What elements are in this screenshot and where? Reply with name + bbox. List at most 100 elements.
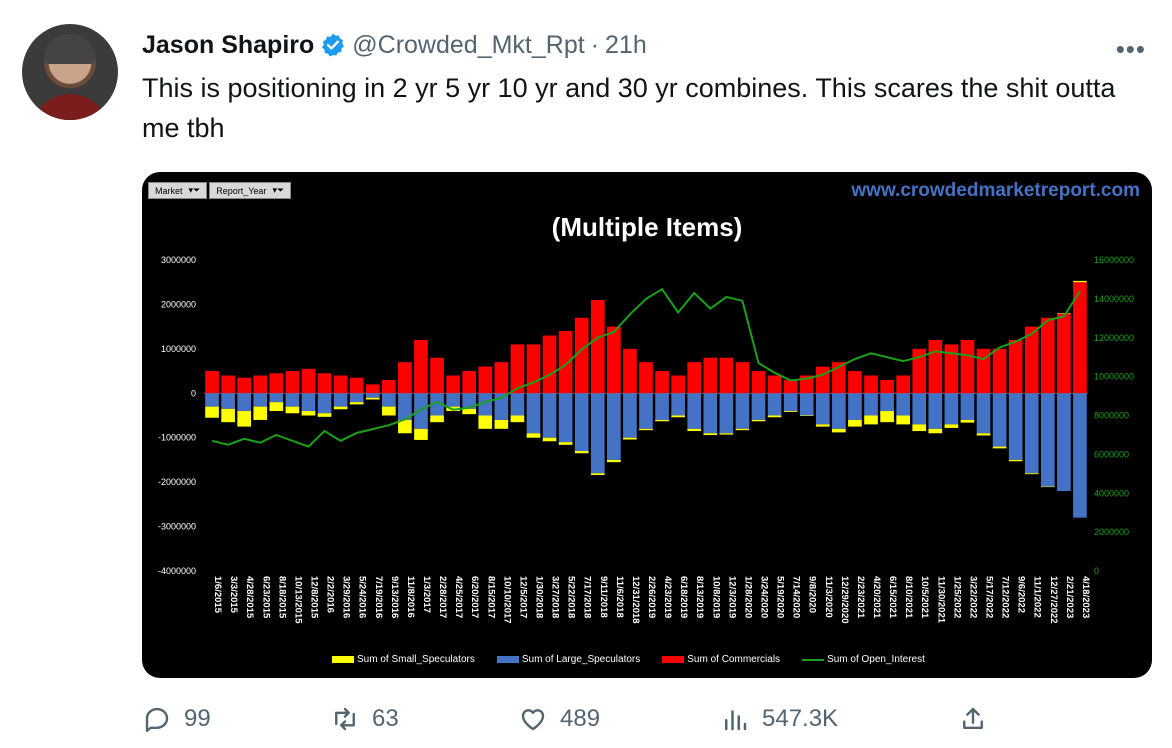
bar-sum-of-commercials	[237, 377, 252, 394]
tweet-media-chart[interactable]: 3000000 2000000 1000000 0 -1000000 -2000000 -3…	[142, 172, 1152, 678]
tweet-timestamp[interactable]: 21h	[605, 30, 647, 59]
views-button[interactable]: 547.3K	[720, 704, 838, 734]
bar-sum-of-small-speculators	[607, 459, 621, 463]
x-axis-tick-label: 3/27/2018	[550, 576, 561, 618]
bar-sum-of-large-speculators	[285, 393, 300, 407]
bar-sum-of-commercials	[912, 348, 927, 394]
bar-sum-of-commercials	[414, 339, 428, 394]
bar-sum-of-commercials	[1057, 313, 1071, 394]
share-icon	[963, 707, 983, 729]
bar-sum-of-commercials	[510, 344, 525, 394]
bar-sum-of-small-speculators	[237, 411, 252, 427]
bar-sum-of-large-speculators	[864, 393, 878, 416]
bar-sum-of-large-speculators	[1073, 393, 1087, 518]
bar-sum-of-small-speculators	[799, 415, 814, 416]
right-axis-tick-label: 8000000	[1094, 411, 1129, 421]
bar-sum-of-small-speculators	[976, 433, 991, 436]
bar-sum-of-commercials	[542, 335, 557, 394]
bar-sum-of-large-speculators	[590, 393, 605, 474]
bar-sum-of-commercials	[317, 373, 332, 394]
bar-sum-of-small-speculators	[558, 442, 573, 445]
bar-sum-of-commercials	[960, 339, 975, 394]
filter-market: Market ▾⏷	[148, 182, 208, 199]
bar-sum-of-large-speculators	[671, 393, 685, 416]
bar-sum-of-small-speculators	[832, 428, 846, 433]
bar-sum-of-small-speculators	[960, 419, 975, 423]
bar-sum-of-large-speculators	[687, 393, 702, 429]
bar-sum-of-large-speculators	[735, 393, 750, 429]
verified-badge-icon	[322, 33, 345, 57]
x-axis-tick-label: 7/19/2016	[373, 576, 384, 618]
reply-button[interactable]: 99	[142, 704, 211, 734]
like-count: 489	[560, 705, 601, 732]
share-button[interactable]	[958, 704, 988, 734]
like-button[interactable]: 489	[518, 704, 600, 734]
separator-dot: ·	[590, 30, 600, 59]
bar-sum-of-small-speculators	[687, 428, 702, 432]
x-axis-tick-label: 10/5/2021	[919, 576, 930, 619]
bar-sum-of-commercials	[253, 375, 268, 394]
legend-label: Sum of Small_Speculators	[357, 654, 475, 665]
x-axis-tick-label: 6/18/2019	[678, 576, 689, 618]
bar-sum-of-small-speculators	[414, 428, 428, 440]
bar-sum-of-small-speculators	[639, 428, 653, 431]
bar-sum-of-large-speculators	[912, 393, 927, 425]
bar-sum-of-large-speculators	[510, 393, 525, 416]
x-axis-tick-label: 9/8/2020	[807, 576, 818, 613]
legend-swatch	[496, 656, 519, 663]
bar-sum-of-large-speculators	[928, 393, 943, 429]
bar-sum-of-commercials	[815, 366, 830, 394]
bar-sum-of-small-speculators	[767, 415, 782, 418]
retweet-button[interactable]: 63	[330, 704, 399, 734]
x-axis-tick-label: 2/28/2017	[437, 576, 448, 618]
bar-sum-of-large-speculators	[253, 393, 268, 407]
x-axis-tick-label: 5/17/2022	[984, 576, 995, 618]
reply-icon	[145, 707, 169, 733]
bar-sum-of-commercials	[382, 379, 396, 394]
bar-sum-of-large-speculators	[349, 393, 364, 403]
bar-sum-of-large-speculators	[799, 393, 814, 416]
bar-sum-of-large-speculators	[494, 393, 509, 420]
bar-sum-of-commercials	[880, 379, 894, 394]
legend-open-interest: Sum of Open_Interest	[802, 654, 925, 665]
bar-sum-of-large-speculators	[558, 393, 573, 443]
author-name[interactable]: Jason Shapiro	[142, 30, 315, 59]
x-axis-tick-label: 2/2/2016	[325, 576, 336, 613]
views-chart-icon	[725, 710, 747, 731]
bar-sum-of-small-speculators	[992, 446, 1007, 449]
right-axis-tick-label: 12000000	[1094, 333, 1134, 343]
bar-sum-of-large-speculators	[221, 393, 235, 409]
bar-sum-of-commercials	[655, 371, 669, 394]
tweet-actions: 99 63 489 547.3K	[142, 704, 1042, 744]
chart-title: (Multiple Items)	[551, 212, 743, 242]
filter-market-label: Market	[155, 185, 183, 196]
bar-sum-of-small-speculators	[751, 419, 766, 422]
avatar-beanie	[44, 34, 96, 64]
bar-sum-of-large-speculators	[430, 393, 444, 416]
x-axis-tick-label: 3/3/2015	[228, 576, 239, 614]
x-axis-tick-label: 9/13/2016	[389, 576, 400, 618]
more-options-icon[interactable]: •••	[1115, 34, 1146, 64]
heart-icon	[521, 709, 545, 731]
bar-sum-of-large-speculators	[848, 393, 862, 420]
bar-sum-of-small-speculators	[269, 402, 284, 412]
bar-sum-of-commercials	[928, 339, 943, 394]
bar-sum-of-large-speculators	[639, 393, 653, 429]
x-axis-tick-label: 11/1/2022	[1032, 576, 1043, 618]
x-axis-tick-label: 1/6/2015	[212, 576, 223, 614]
author-avatar[interactable]	[22, 24, 118, 120]
bar-sum-of-small-speculators	[253, 406, 268, 420]
bar-sum-of-small-speculators	[1057, 313, 1071, 314]
x-axis-tick-label: 11/8/2016	[405, 576, 416, 618]
bar-sum-of-small-speculators	[928, 428, 943, 434]
left-axis-tick-label: -4000000	[158, 566, 196, 576]
x-axis-tick-label: 8/13/2019	[694, 576, 705, 618]
author-handle[interactable]: @Crowded_Mkt_Rpt	[352, 30, 585, 59]
x-axis-tick-label: 8/18/2015	[276, 576, 287, 619]
x-axis-tick-label: 7/17/2018	[582, 576, 593, 618]
bar-sum-of-large-speculators	[896, 393, 910, 416]
x-axis-tick-label: 8/15/2017	[485, 576, 496, 618]
left-axis-tick-label: 2000000	[161, 299, 196, 309]
bar-sum-of-small-speculators	[912, 424, 927, 432]
x-axis-tick-label: 2/21/2023	[1064, 576, 1075, 618]
